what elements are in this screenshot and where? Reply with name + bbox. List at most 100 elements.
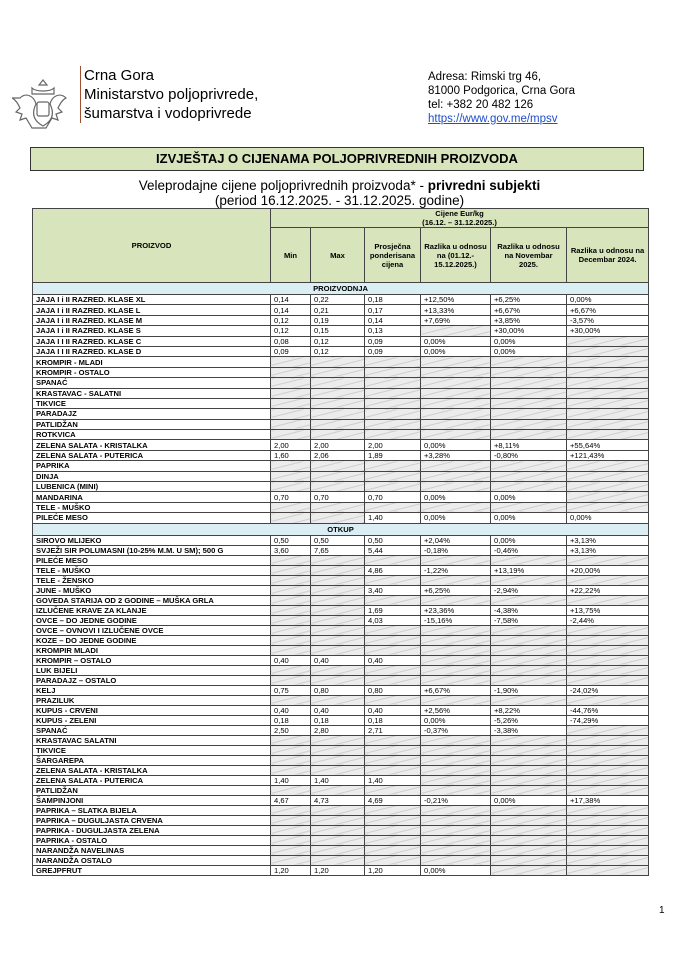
product-row: GOVEDA STARIJA OD 2 GODINE – MUŠKA GRLA bbox=[32, 594, 650, 606]
value-cell: -0,46% bbox=[490, 544, 567, 556]
value-cell: 0,15 bbox=[310, 325, 365, 337]
hatched-cell bbox=[565, 804, 650, 816]
org-line: šumarstva i vodoprivrede bbox=[84, 105, 252, 122]
value-cell: +23,36% bbox=[420, 604, 491, 616]
hatched-cell bbox=[310, 594, 365, 606]
product-name: KRASTAVAC - SALATNI bbox=[32, 387, 271, 399]
product-row: ZELENA SALATA - KRISTALKA 2,00 2,00 2,00 0,0… bbox=[32, 439, 650, 451]
value-cell: 2,00 bbox=[364, 439, 421, 451]
value-cell: -0,37% bbox=[420, 724, 491, 736]
hatched-cell bbox=[364, 844, 421, 856]
subtitle-bold: privredni subjekti bbox=[427, 178, 541, 193]
value-cell: 1,20 bbox=[270, 864, 311, 876]
hatched-cell bbox=[364, 804, 421, 816]
value-cell: 0,00% bbox=[565, 512, 650, 524]
hatched-cell bbox=[310, 501, 365, 514]
hatched-cell bbox=[310, 744, 365, 756]
product-name: JAJA I i II RAZRED. KLASE M bbox=[32, 314, 271, 327]
value-cell: +121,43% bbox=[565, 449, 650, 462]
hatched-cell bbox=[490, 744, 567, 756]
value-cell: 0,70 bbox=[364, 491, 421, 503]
hatched-cell bbox=[565, 674, 650, 686]
product-name: ZELENA SALATA - KRISTALKA bbox=[32, 439, 271, 451]
value-cell: 0,14 bbox=[364, 314, 421, 327]
value-cell: 1,40 bbox=[310, 774, 365, 786]
hatched-cell bbox=[565, 429, 650, 441]
hatched-cell bbox=[270, 804, 311, 816]
hatched-cell bbox=[364, 366, 421, 379]
hatched-cell bbox=[420, 824, 491, 836]
hatched-cell bbox=[310, 574, 365, 586]
value-cell: 0,00% bbox=[490, 794, 567, 806]
product-name: ŠARGAREPA bbox=[32, 754, 271, 766]
product-row: PAPRIKA – SLATKA BIJELA bbox=[32, 804, 650, 816]
hatched-cell bbox=[490, 366, 567, 379]
hatched-cell bbox=[364, 387, 421, 399]
product-row: SPANAĆ 2,50 2,80 2,71 -0,37% -3,38% bbox=[32, 724, 650, 736]
product-row: DINJA bbox=[32, 470, 650, 483]
address-line: Adresa: Rimski trg 46, bbox=[428, 71, 542, 83]
hatched-cell bbox=[565, 694, 650, 706]
product-name: GOVEDA STARIJA OD 2 GODINE – MUŠKA GRLA bbox=[32, 594, 271, 606]
hatched-cell bbox=[420, 624, 491, 636]
hatched-cell bbox=[490, 764, 567, 776]
product-name: TELE - MUŠKO bbox=[32, 501, 271, 514]
value-cell: 2,50 bbox=[270, 724, 311, 736]
hatched-cell bbox=[565, 664, 650, 676]
product-name: KROMPIR - MLADI bbox=[32, 356, 271, 368]
product-row: JAJA I i II RAZRED. KLASE S 0,12 0,15 0,13 +… bbox=[32, 325, 650, 337]
value-cell: 0,00% bbox=[420, 491, 491, 503]
hatched-cell bbox=[270, 584, 311, 596]
hatched-cell bbox=[565, 624, 650, 636]
value-cell: 0,12 bbox=[310, 335, 365, 347]
hatched-cell bbox=[310, 804, 365, 816]
hatched-cell bbox=[364, 814, 421, 826]
product-row: KELJ 0,75 0,80 0,80 +6,67% -1,90% -24,02% bbox=[32, 684, 650, 696]
hatched-cell bbox=[270, 408, 311, 420]
hatched-cell bbox=[420, 325, 491, 337]
product-name: LUK BIJELI bbox=[32, 664, 271, 676]
website-link[interactable]: https://www.gov.me/mpsv bbox=[428, 113, 558, 125]
hatched-cell bbox=[310, 584, 365, 596]
product-name: PARADAJZ bbox=[32, 408, 271, 420]
hatched-cell bbox=[565, 754, 650, 766]
product-name: OVCE – DO JEDNE GODINE bbox=[32, 614, 271, 626]
product-name: LUBENICA (MINI) bbox=[32, 481, 271, 493]
hatched-cell bbox=[490, 754, 567, 766]
hatched-cell bbox=[270, 501, 311, 514]
value-cell: -5,26% bbox=[490, 714, 567, 726]
value-cell: +6,67% bbox=[490, 304, 567, 316]
hatched-cell bbox=[490, 624, 567, 636]
group-header: Cijene Eur/kg (16.12. – 31.12.2025.) bbox=[269, 208, 650, 228]
product-row: NARANDŽA NAVELINAS bbox=[32, 844, 650, 856]
hatched-cell bbox=[270, 694, 311, 706]
product-row: PATLIDŽAN bbox=[32, 418, 650, 431]
product-row: TIKVICE bbox=[32, 744, 650, 756]
section-name: OTKUP bbox=[31, 522, 650, 536]
product-name: ZELENA SALATA - KRISTALKA bbox=[32, 764, 271, 776]
product-row: ŠARGAREPA bbox=[32, 754, 650, 766]
product-row: PRAZILUK bbox=[32, 694, 650, 706]
value-cell: +3,85% bbox=[490, 314, 567, 327]
product-name: NARANDŽA OSTALO bbox=[32, 854, 271, 866]
product-row: SPANAĆ bbox=[32, 377, 650, 389]
product-row: JUNE - MUŠKO 3,40 +6,25% -2,94% +22,22% bbox=[32, 584, 650, 596]
value-cell: 0,08 bbox=[270, 335, 311, 347]
hatched-cell bbox=[565, 834, 650, 846]
address-line: 81000 Podgorica, Crna Gora bbox=[428, 85, 576, 97]
product-name: SPANAĆ bbox=[32, 724, 271, 736]
hatched-cell bbox=[420, 387, 491, 399]
product-name: PILEĆE MESO bbox=[32, 554, 271, 566]
product-name: JAJA I I II RAZRED. KLASE D bbox=[32, 345, 271, 358]
hatched-cell bbox=[420, 574, 491, 586]
hatched-cell bbox=[310, 694, 365, 706]
column-header: Max bbox=[310, 227, 365, 283]
hatched-cell bbox=[310, 470, 365, 483]
product-row: PAPRIKA bbox=[32, 460, 650, 472]
hatched-cell bbox=[270, 674, 311, 686]
hatched-cell bbox=[364, 824, 421, 836]
value-cell: -0,21% bbox=[420, 794, 491, 806]
hatched-cell bbox=[270, 512, 311, 524]
value-cell: 1,20 bbox=[310, 864, 365, 876]
value-cell: +22,22% bbox=[565, 584, 650, 596]
